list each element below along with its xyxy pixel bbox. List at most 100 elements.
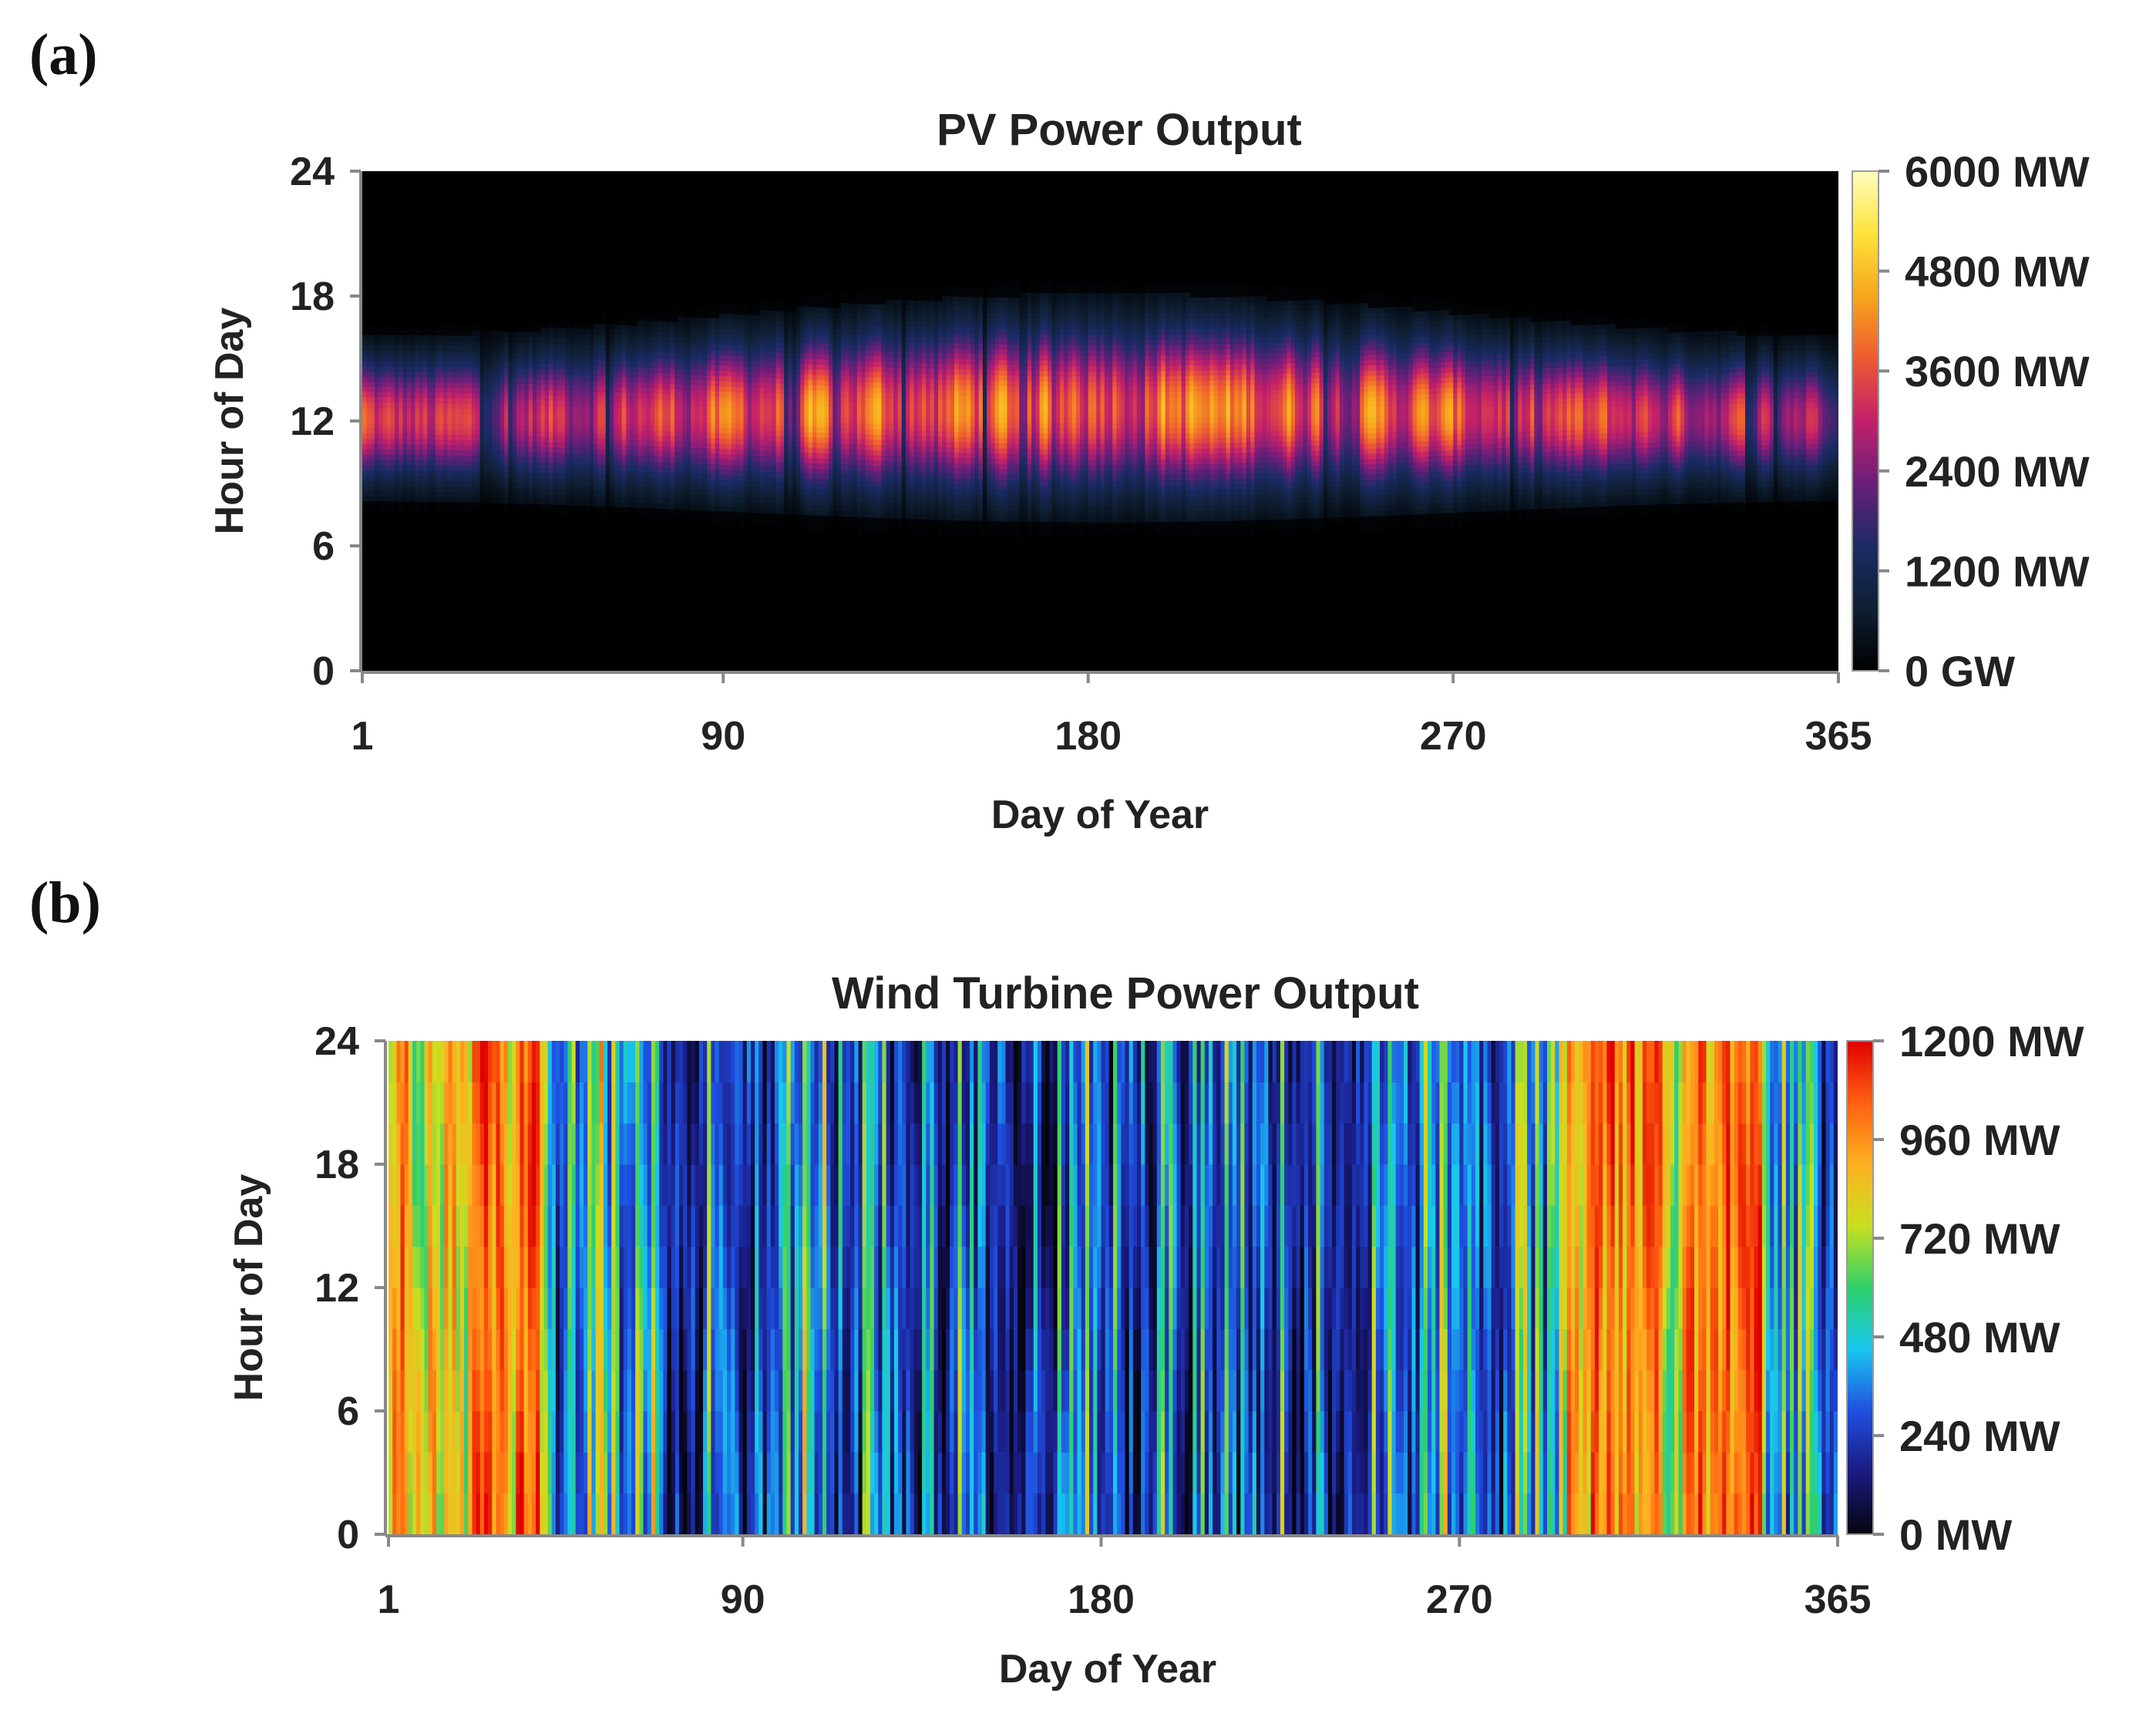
heatmap-cell (520, 383, 526, 389)
heatmap-cell (435, 340, 441, 346)
heatmap-cell (557, 338, 562, 344)
heatmap-cell (378, 423, 384, 429)
heatmap-cell (723, 490, 728, 497)
heatmap-cell (496, 445, 502, 452)
heatmap-cell (682, 316, 688, 323)
heatmap-cell (472, 356, 477, 362)
heatmap-cell (451, 439, 457, 446)
heatmap-cell (686, 342, 692, 349)
heatmap-cell (362, 339, 368, 345)
heatmap-cell (695, 447, 700, 453)
heatmap-cell (395, 480, 400, 486)
heatmap-cell (411, 423, 416, 429)
heatmap-cell (662, 440, 668, 446)
heatmap-cell (593, 328, 599, 335)
heatmap-cell (698, 500, 705, 506)
heatmap-cell (431, 491, 436, 497)
heatmap-cell (402, 443, 409, 450)
heatmap-cell (743, 319, 748, 325)
heatmap-cell (479, 362, 486, 368)
heatmap-cell (395, 350, 400, 356)
heatmap-cell (731, 313, 737, 320)
heatmap-cell (456, 392, 461, 399)
heatmap-cell (569, 458, 574, 464)
heatmap-cell (715, 480, 721, 486)
heatmap-cell (747, 470, 753, 476)
heatmap-cell (658, 315, 664, 322)
heatmap-cell (601, 349, 607, 356)
heatmap-cell (752, 351, 757, 357)
heatmap-cell (581, 406, 587, 412)
heatmap-cell (711, 458, 716, 464)
heatmap-cell (727, 433, 732, 439)
heatmap-cell (565, 457, 570, 464)
heatmap-cell (597, 406, 603, 413)
heatmap-cell (560, 447, 567, 453)
heatmap-cell (678, 477, 684, 484)
heatmap-cell (719, 391, 725, 397)
heatmap-cell (755, 309, 761, 315)
heatmap-cell (406, 381, 412, 388)
heatmap-cell (698, 406, 705, 412)
heatmap-cell (467, 502, 473, 508)
heatmap-cell (589, 406, 595, 412)
heatmap-cell (553, 499, 558, 505)
heatmap-cell (727, 480, 732, 486)
heatmap-cell (476, 367, 481, 373)
heatmap-cell (540, 426, 546, 432)
heatmap-cell (370, 454, 375, 460)
heatmap-cell (399, 345, 404, 351)
heatmap-cell (686, 379, 692, 385)
heatmap-cell (573, 348, 579, 355)
heatmap-cell (443, 372, 449, 378)
heatmap-cell (456, 398, 461, 404)
heatmap-cell (735, 355, 741, 362)
heatmap-cell (549, 369, 554, 375)
heatmap-cell (560, 421, 567, 427)
heatmap-cell (374, 428, 380, 434)
heatmap-cell (747, 408, 753, 414)
heatmap-cell (642, 492, 647, 498)
heatmap-cell (395, 402, 400, 409)
heatmap-cell (698, 343, 705, 349)
heatmap-cell (374, 397, 380, 403)
heatmap-cell (443, 486, 449, 492)
heatmap-cell (573, 443, 579, 449)
heatmap-cell (654, 503, 660, 509)
heatmap-cell (698, 421, 705, 428)
heatmap-cell (747, 366, 753, 372)
heatmap-cell (411, 397, 416, 403)
heatmap-cell (589, 469, 595, 475)
heatmap-cell (646, 460, 651, 467)
heatmap-cell (747, 497, 753, 503)
heatmap-cell (476, 471, 481, 477)
heatmap-cell (390, 381, 396, 388)
heatmap-cell (573, 322, 579, 329)
heatmap-cell (711, 365, 716, 371)
heatmap-cell (399, 329, 404, 335)
heatmap-cell (560, 510, 567, 516)
heatmap-cell (662, 451, 668, 457)
heatmap-cell (597, 360, 603, 366)
heatmap-cell (739, 386, 745, 393)
heatmap-cell (702, 380, 708, 386)
heatmap-cell (366, 480, 372, 486)
heatmap-cell (553, 473, 558, 479)
heatmap-cell (540, 420, 546, 426)
heatmap-cell (411, 501, 416, 507)
heatmap-cell (451, 397, 457, 404)
heatmap-cell (642, 356, 647, 362)
heatmap-cell (435, 465, 441, 471)
heatmap-cell (435, 454, 441, 461)
heatmap-cell (378, 339, 384, 345)
heatmap-cell (467, 362, 473, 368)
heatmap-cell (472, 413, 477, 419)
heatmap-cell (670, 415, 676, 421)
heatmap-cell (557, 436, 562, 443)
heatmap-cell (755, 413, 761, 419)
heatmap-cell (499, 352, 506, 358)
heatmap-cell (707, 312, 712, 318)
heatmap-cell (431, 387, 436, 393)
heatmap-cell (662, 347, 668, 353)
heatmap-cell (650, 315, 655, 322)
